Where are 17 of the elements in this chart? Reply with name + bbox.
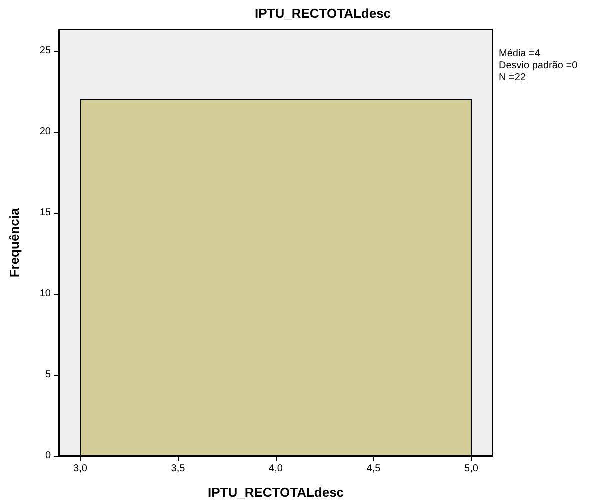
x-tick-label: 3,0 [74, 464, 88, 474]
text: Desvio padrão =0 [499, 60, 578, 72]
x-tick-label: 4,0 [269, 464, 284, 474]
x-tick-label: 5,0 [464, 464, 479, 474]
y-tick-label: 10 [40, 288, 52, 300]
y-tick-label: 25 [40, 46, 52, 57]
y-axis-title: Frequência [7, 208, 22, 278]
x-tick-label: 4,5 [366, 464, 382, 474]
y-tick-label: 20 [40, 126, 52, 138]
y-tick-label: 5 [45, 370, 52, 381]
text: N =22 [499, 72, 526, 84]
chart-title: IPTU_RECTOTALdesc [254, 6, 392, 21]
text: Média =4 [499, 48, 541, 60]
y-tick-label: 15 [40, 208, 52, 219]
y-tick-label: 0 [45, 450, 52, 462]
x-tick-label: 3,5 [171, 464, 186, 474]
x-axis-title: IPTU_RECTOTALdesc [208, 485, 344, 500]
